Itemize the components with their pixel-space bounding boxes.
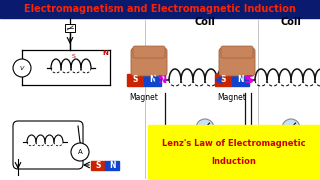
Text: G: G — [288, 140, 294, 149]
Text: N: N — [158, 75, 168, 85]
Bar — [0, 0, 320, 18]
Text: S: S — [72, 53, 76, 59]
FancyBboxPatch shape — [221, 46, 253, 58]
Bar — [91, 161, 105, 170]
Text: A: A — [78, 149, 82, 155]
FancyBboxPatch shape — [13, 121, 83, 169]
Text: Induction: Induction — [212, 158, 256, 166]
Text: Coil: Coil — [195, 17, 215, 27]
Text: S: S — [243, 75, 251, 85]
Text: Coil: Coil — [281, 17, 301, 27]
Text: N: N — [149, 75, 156, 84]
Text: S: S — [133, 75, 138, 84]
Bar — [127, 74, 144, 86]
Circle shape — [282, 119, 300, 137]
Text: N: N — [237, 75, 244, 84]
Text: S: S — [95, 161, 101, 170]
Bar — [148, 125, 320, 180]
Bar — [215, 74, 232, 86]
FancyBboxPatch shape — [219, 48, 255, 76]
Text: N: N — [102, 50, 108, 56]
Text: S: S — [221, 75, 226, 84]
Bar — [144, 74, 161, 86]
Text: N: N — [109, 161, 115, 170]
Text: S: S — [245, 75, 253, 85]
Circle shape — [13, 59, 31, 77]
Text: Lenz's Law of Electromagnetic: Lenz's Law of Electromagnetic — [162, 138, 306, 147]
Text: V: V — [20, 66, 24, 71]
Circle shape — [196, 119, 214, 137]
Text: Magnet: Magnet — [130, 93, 158, 102]
FancyBboxPatch shape — [133, 46, 165, 58]
Bar — [65, 24, 75, 32]
Bar — [232, 74, 249, 86]
Text: Electromagnetism and Electromagnetic Induction: Electromagnetism and Electromagnetic Ind… — [24, 4, 296, 14]
Text: G: G — [202, 140, 208, 149]
Bar — [105, 161, 119, 170]
Text: N: N — [103, 172, 107, 177]
Circle shape — [71, 143, 89, 161]
FancyBboxPatch shape — [131, 48, 167, 76]
Text: Magnet: Magnet — [218, 93, 246, 102]
